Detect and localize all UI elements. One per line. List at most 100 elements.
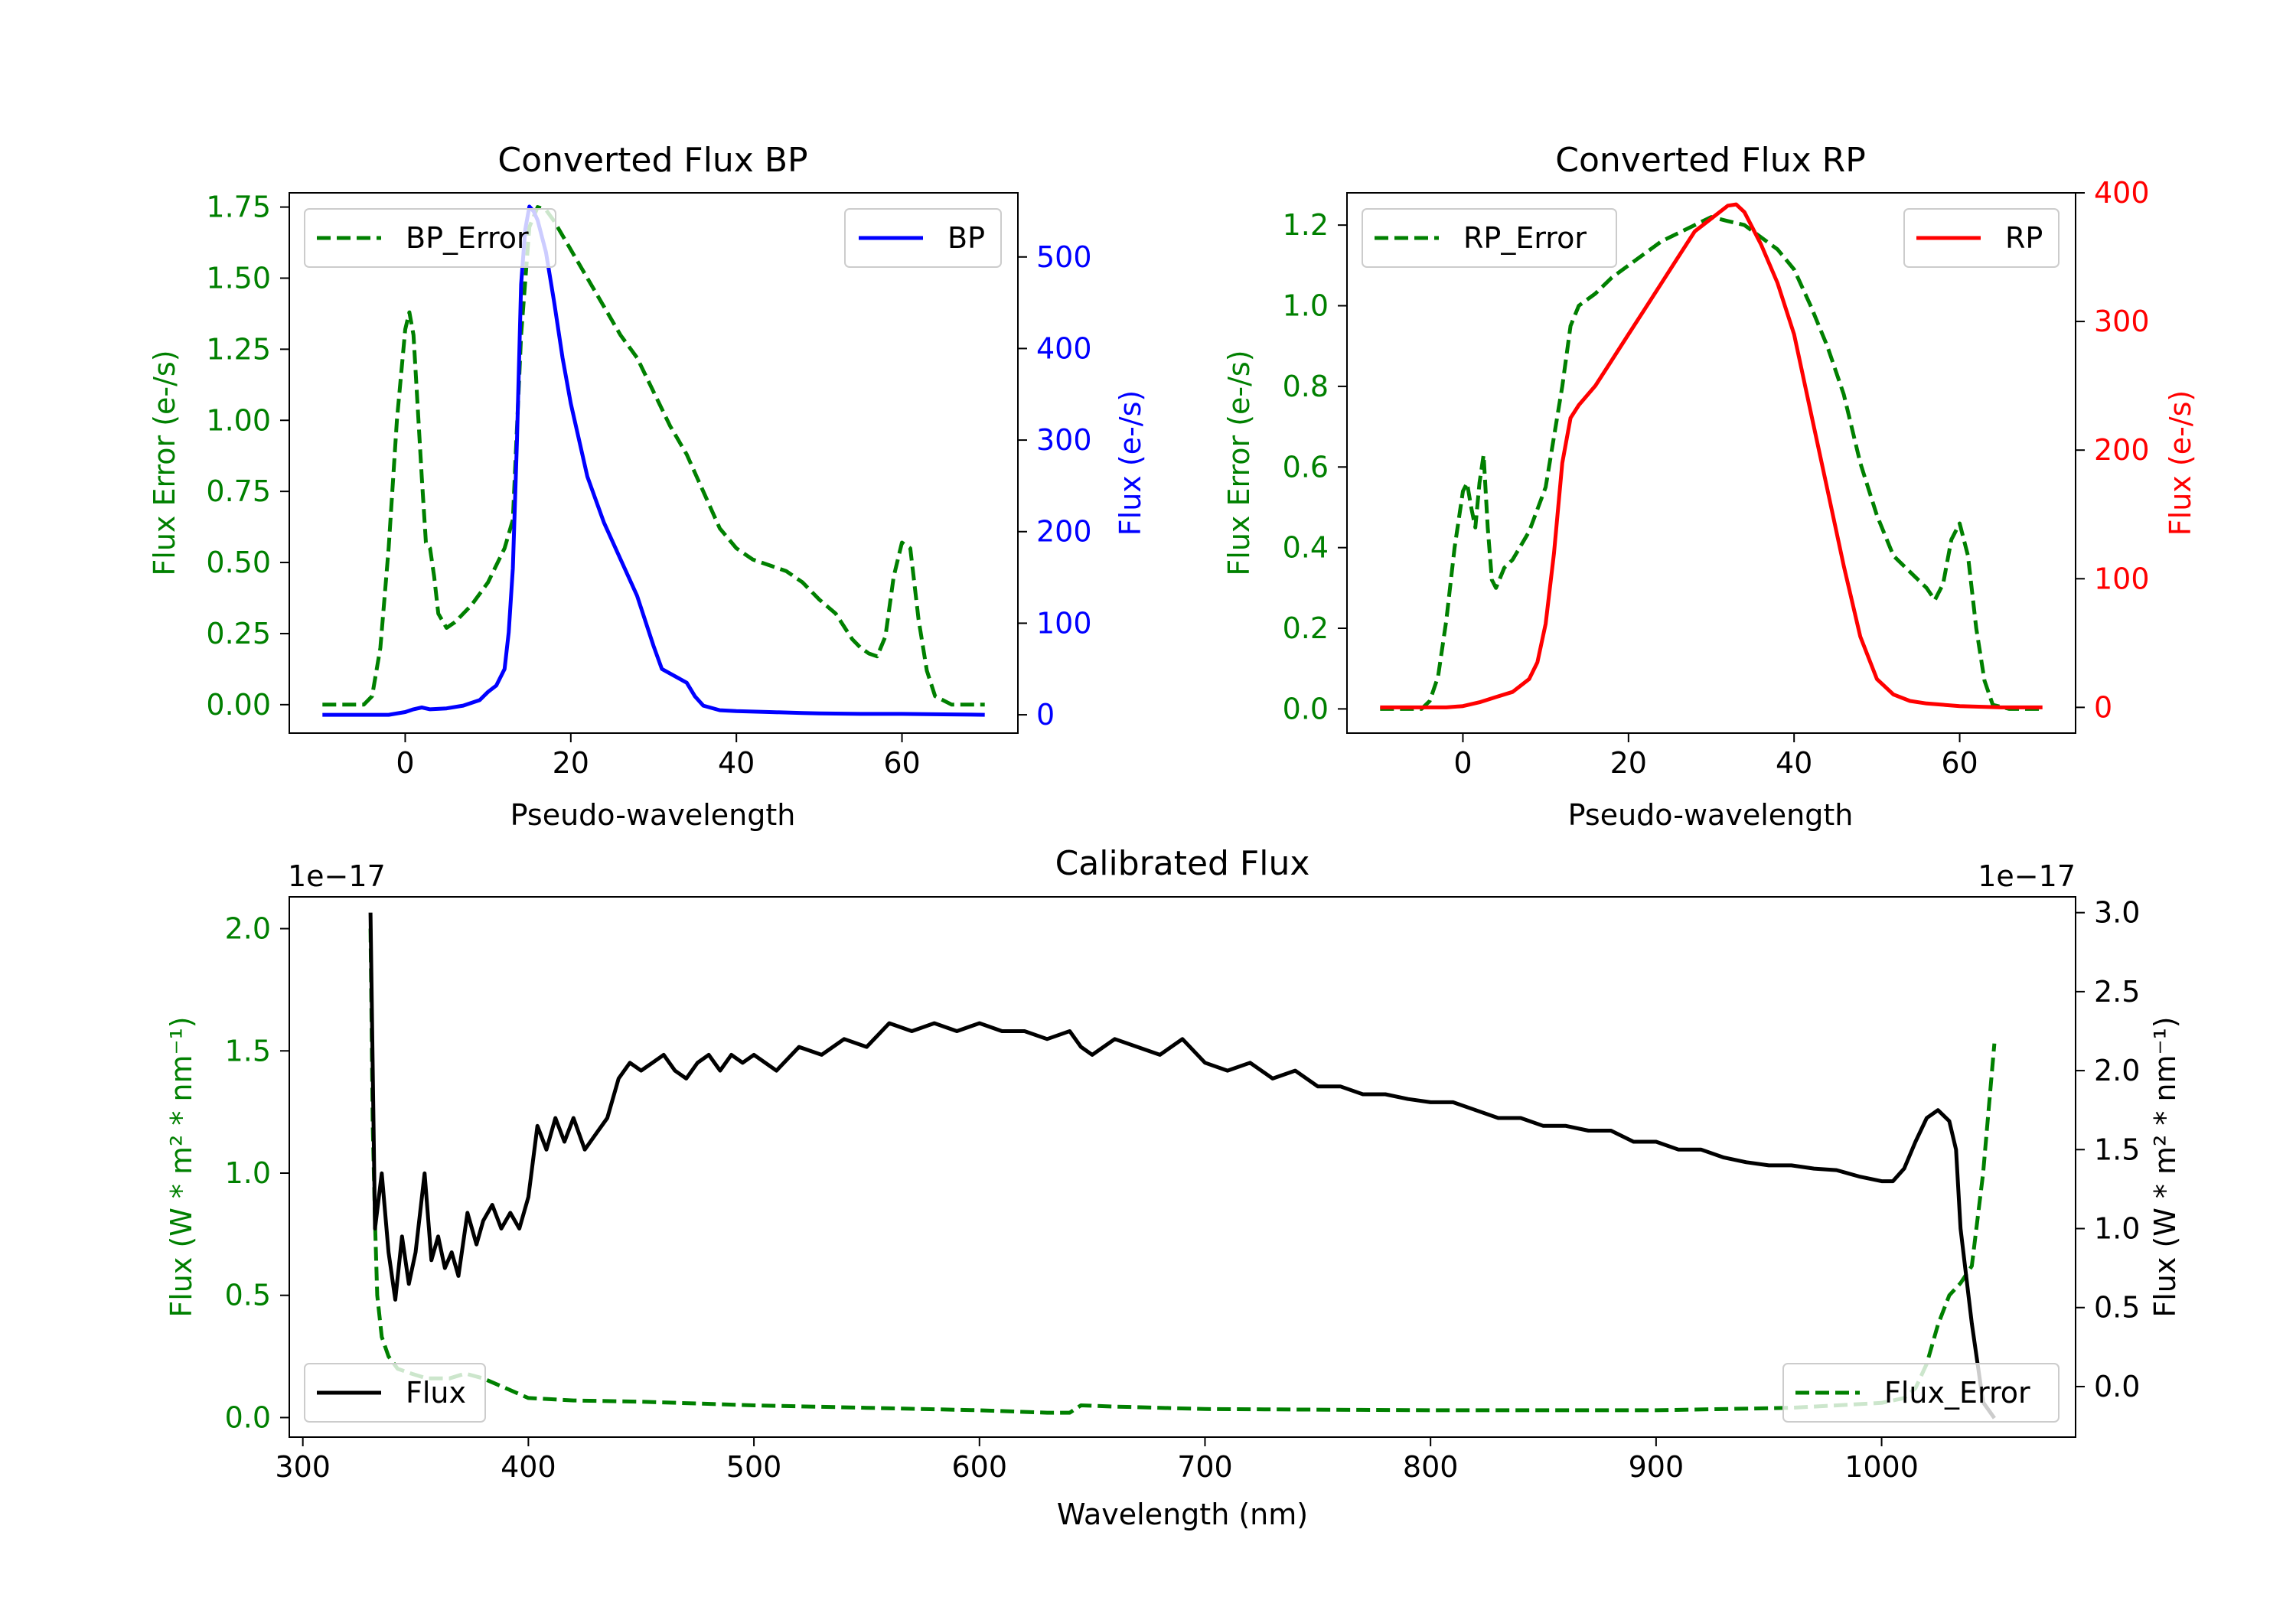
cal-xtick-label: 600 <box>952 1450 1008 1484</box>
rp-legend-flux-label: RP <box>2005 221 2043 255</box>
rp-ytick-right-label: 0 <box>2094 690 2112 724</box>
bp-frame <box>289 192 1019 734</box>
bp-xtick-label: 40 <box>718 746 755 780</box>
cal-series-flux <box>368 912 1996 1420</box>
cal-ytick-right-label: 0.0 <box>2094 1370 2140 1403</box>
bp-ytick-left-label: 0.00 <box>206 688 271 722</box>
bp-ylabel-left: Flux Error (e-/s) <box>148 350 181 575</box>
cal-legend-flux: Flux <box>304 1363 486 1423</box>
cal-ytick-left-label: 2.0 <box>225 912 271 946</box>
rp-ytick-right-label: 300 <box>2094 305 2150 338</box>
bp-legend-error: BP_Error <box>304 208 556 268</box>
cal-xlabel: Wavelength (nm) <box>1057 1498 1308 1531</box>
rp-xtick-label: 60 <box>1941 746 1978 780</box>
rp-ytick-right-label: 400 <box>2094 176 2150 210</box>
cal-xticks: 300 400 500 600 700 800 900 1000 <box>275 1437 1919 1484</box>
bp-xtick-label: 0 <box>396 746 414 780</box>
cal-xtick-label: 700 <box>1177 1450 1233 1484</box>
bp-ytick-right-label: 100 <box>1036 606 1092 640</box>
rp-xlabel: Pseudo-wavelength <box>1568 798 1854 832</box>
bp-yticks-left: 0.00 0.25 0.50 0.75 1.00 1.25 1.50 1.75 <box>206 191 289 722</box>
cal-ytick-right-label: 1.5 <box>2094 1133 2140 1166</box>
rp-yticks-right: 0 100 200 300 400 <box>2076 176 2150 724</box>
cal-ytick-left-label: 1.0 <box>225 1156 271 1190</box>
rp-ytick-left-label: 0.2 <box>1283 611 1329 645</box>
rp-title: Converted Flux RP <box>1555 141 1866 180</box>
cal-legend-error-label: Flux_Error <box>1884 1376 2030 1410</box>
rp-ytick-right-label: 200 <box>2094 433 2150 467</box>
rp-ytick-right-label: 100 <box>2094 562 2150 595</box>
rp-legend-error-label: RP_Error <box>1463 221 1587 255</box>
bp-xlabel: Pseudo-wavelength <box>510 798 796 832</box>
cal-ytick-right-label: 2.0 <box>2094 1054 2140 1087</box>
rp-series-rp <box>1380 202 2043 709</box>
cal-legend-error: Flux_Error <box>1782 1363 2060 1423</box>
rp-xticks: 0 20 40 60 <box>1453 733 1978 780</box>
cal-ytick-right-label: 2.5 <box>2094 975 2140 1009</box>
cal-panel: Calibrated Flux Wavelength (nm) 1e−17 1e… <box>165 844 2182 1531</box>
cal-xtick-label: 1000 <box>1844 1450 1919 1484</box>
bp-series-bp-error <box>322 205 985 707</box>
cal-xtick-label: 900 <box>1629 1450 1684 1484</box>
rp-frame <box>1346 192 2076 734</box>
cal-xtick-label: 300 <box>275 1450 331 1484</box>
cal-yticks-left: 0.0 0.5 1.0 1.5 2.0 <box>225 912 289 1434</box>
cal-ylabel-right: Flux (W * m² * nm⁻¹) <box>2148 1016 2182 1317</box>
rp-legend-flux: RP <box>1903 208 2060 268</box>
bp-ytick-left-label: 1.00 <box>206 403 271 437</box>
bp-ytick-left-label: 0.25 <box>206 617 271 650</box>
rp-ylabel-left: Flux Error (e-/s) <box>1222 350 1256 575</box>
cal-ytick-left-label: 0.0 <box>225 1400 271 1434</box>
cal-offset-left: 1e−17 <box>288 859 386 893</box>
bp-legend-error-label: BP_Error <box>406 221 529 255</box>
cal-ylabel-left: Flux (W * m² * nm⁻¹) <box>165 1016 198 1317</box>
bp-xtick-label: 60 <box>883 746 920 780</box>
bp-ytick-right-label: 0 <box>1036 698 1055 732</box>
bp-ylabel-right: Flux (e-/s) <box>1114 390 1147 536</box>
cal-xtick-label: 800 <box>1403 1450 1459 1484</box>
rp-ylabel-right: Flux (e-/s) <box>2164 390 2197 536</box>
rp-xtick-label: 0 <box>1453 746 1472 780</box>
bp-panel: Converted Flux BP Pseudo-wavelength Flux… <box>148 141 1147 832</box>
cal-ytick-right-label: 1.0 <box>2094 1212 2140 1246</box>
bp-ytick-right-label: 300 <box>1036 423 1092 457</box>
bp-legend-flux-label: BP <box>947 221 985 255</box>
cal-xtick-label: 400 <box>501 1450 556 1484</box>
cal-title: Calibrated Flux <box>1055 844 1310 883</box>
cal-offset-right: 1e−17 <box>1978 859 2076 893</box>
rp-ytick-left-label: 0.6 <box>1283 450 1329 484</box>
bp-ytick-left-label: 1.25 <box>206 332 271 366</box>
cal-ytick-right-label: 0.5 <box>2094 1291 2140 1325</box>
bp-ytick-right-label: 200 <box>1036 515 1092 549</box>
rp-yticks-left: 0.0 0.2 0.4 0.6 0.8 1.0 1.2 <box>1283 208 1347 725</box>
bp-ytick-left-label: 1.75 <box>206 191 271 224</box>
bp-xtick-label: 20 <box>553 746 589 780</box>
rp-series-rp-error <box>1380 215 2043 711</box>
bp-ytick-right-label: 500 <box>1036 240 1092 274</box>
bp-yticks-right: 0 100 200 300 400 500 <box>1018 240 1092 732</box>
rp-xtick-label: 20 <box>1610 746 1647 780</box>
cal-yticks-right: 0.0 0.5 1.0 1.5 2.0 2.5 3.0 <box>2076 896 2140 1403</box>
rp-panel: Converted Flux RP Pseudo-wavelength Flux… <box>1222 141 2197 832</box>
rp-ytick-left-label: 0.4 <box>1283 531 1329 565</box>
bp-lines <box>322 204 985 717</box>
bp-legend-flux: BP <box>844 208 1002 268</box>
rp-ytick-left-label: 0.0 <box>1283 692 1329 725</box>
bp-title: Converted Flux BP <box>497 141 807 180</box>
cal-legend-flux-label: Flux <box>406 1376 466 1410</box>
bp-ytick-left-label: 0.50 <box>206 546 271 579</box>
cal-xtick-label: 500 <box>726 1450 782 1484</box>
rp-ytick-left-label: 0.8 <box>1283 370 1329 403</box>
rp-ytick-left-label: 1.0 <box>1283 289 1329 323</box>
bp-ytick-left-label: 1.50 <box>206 261 271 295</box>
bp-ytick-right-label: 400 <box>1036 331 1092 365</box>
rp-xtick-label: 40 <box>1776 746 1812 780</box>
cal-ytick-left-label: 0.5 <box>225 1279 271 1312</box>
bp-xticks: 0 20 40 60 <box>396 733 921 780</box>
bp-ytick-left-label: 0.75 <box>206 474 271 508</box>
cal-ytick-right-label: 3.0 <box>2094 896 2140 930</box>
rp-ytick-left-label: 1.2 <box>1283 208 1329 242</box>
rp-legend-error: RP_Error <box>1362 208 1617 268</box>
bp-series-bp <box>322 204 985 717</box>
